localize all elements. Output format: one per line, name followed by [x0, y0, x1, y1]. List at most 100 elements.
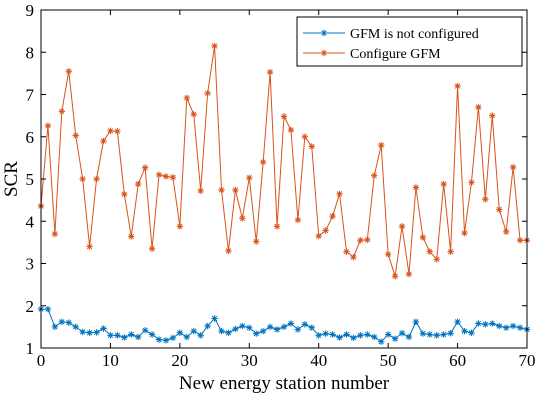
data-point-s0-4 — [65, 319, 72, 326]
data-point-s0-18 — [162, 337, 170, 344]
data-point-s1-63 — [475, 103, 482, 111]
data-point-s0-7 — [86, 329, 93, 336]
data-point-s1-61 — [461, 229, 468, 237]
y-tick-label-1: 2 — [26, 297, 35, 316]
data-point-s0-36 — [287, 320, 295, 327]
data-point-s1-35 — [280, 113, 288, 120]
data-point-s0-68 — [509, 322, 517, 330]
data-point-s0-44 — [343, 331, 350, 338]
data-point-s1-30 — [246, 174, 253, 181]
data-point-s1-66 — [496, 206, 503, 213]
legend-label-1: Configure GFM — [350, 47, 441, 62]
data-point-s0-24 — [204, 322, 211, 330]
data-point-s0-51 — [391, 335, 399, 342]
data-point-s0-38 — [301, 321, 309, 328]
data-point-s0-8 — [93, 329, 100, 336]
data-point-s1-10 — [107, 127, 114, 135]
data-point-s1-46 — [357, 237, 364, 244]
data-point-s0-42 — [329, 331, 336, 338]
data-point-s0-16 — [148, 331, 156, 338]
data-point-s1-9 — [100, 137, 107, 145]
data-point-s0-49 — [378, 338, 385, 345]
data-point-s1-24 — [204, 90, 211, 97]
data-point-s0-33 — [266, 323, 274, 331]
data-point-s1-20 — [176, 223, 184, 230]
data-point-s1-50 — [384, 251, 392, 258]
data-point-s0-29 — [239, 322, 246, 330]
data-point-s1-8 — [93, 175, 100, 183]
data-point-s1-68 — [509, 163, 517, 171]
y-tick-label-3: 4 — [26, 212, 35, 231]
data-point-s0-10 — [107, 332, 114, 339]
data-point-s0-26 — [218, 327, 225, 335]
y-tick-label-5: 6 — [26, 128, 35, 147]
data-point-s1-29 — [239, 215, 246, 222]
data-point-s1-26 — [218, 186, 225, 194]
data-point-s0-45 — [350, 334, 357, 342]
data-point-s1-51 — [391, 272, 399, 280]
data-point-s1-6 — [79, 175, 86, 183]
data-point-s1-32 — [259, 158, 267, 166]
data-point-s1-37 — [294, 216, 302, 224]
data-point-s1-42 — [329, 212, 336, 220]
data-point-s0-34 — [273, 326, 281, 333]
data-point-s0-31 — [253, 330, 260, 337]
data-point-s1-3 — [58, 108, 66, 115]
legend-star-1 — [320, 49, 328, 57]
data-point-s0-46 — [357, 332, 364, 339]
data-point-s1-53 — [405, 270, 413, 278]
data-point-s0-62 — [468, 329, 475, 336]
data-point-s0-66 — [496, 322, 503, 330]
data-point-s1-4 — [65, 68, 72, 75]
data-point-s0-40 — [315, 332, 322, 339]
data-point-s1-64 — [482, 196, 489, 203]
data-point-s1-7 — [86, 243, 93, 250]
x-tick-label-2: 20 — [171, 351, 188, 370]
y-tick-label-0: 1 — [26, 339, 35, 358]
legend-label-0: GFM is not configured — [350, 27, 479, 42]
data-point-s0-20 — [176, 329, 184, 336]
data-point-s0-65 — [489, 320, 496, 327]
data-point-s0-57 — [433, 332, 440, 339]
data-point-s0-48 — [371, 333, 378, 341]
data-point-s0-32 — [259, 327, 267, 335]
data-point-s1-31 — [253, 238, 260, 245]
data-point-s1-45 — [350, 253, 357, 261]
data-point-s0-43 — [336, 334, 343, 341]
y-tick-label-2: 3 — [26, 255, 35, 274]
x-tick-label-4: 40 — [310, 351, 327, 370]
data-point-s1-59 — [447, 248, 454, 255]
data-point-s1-1 — [44, 122, 52, 129]
data-point-s1-17 — [155, 171, 163, 178]
x-tick-label-6: 60 — [449, 351, 466, 370]
data-point-s0-23 — [197, 332, 204, 339]
data-point-s1-16 — [148, 245, 156, 252]
data-point-s0-1 — [44, 305, 52, 313]
data-point-s0-63 — [475, 320, 482, 327]
data-point-s1-21 — [183, 94, 190, 102]
y-tick-label-4: 5 — [26, 170, 35, 189]
data-point-s1-57 — [433, 256, 440, 263]
data-point-s1-47 — [364, 236, 371, 244]
data-point-s0-69 — [516, 324, 524, 331]
data-point-s0-39 — [308, 324, 315, 331]
y-tick-label-6: 7 — [26, 86, 35, 105]
data-point-s0-35 — [280, 323, 288, 331]
data-point-s1-58 — [440, 180, 447, 188]
data-point-s1-12 — [121, 191, 128, 198]
y-tick-label-7: 8 — [26, 43, 35, 62]
data-point-s1-34 — [273, 223, 281, 230]
data-point-s0-56 — [426, 331, 433, 338]
data-point-s1-40 — [315, 232, 322, 240]
data-point-s0-22 — [190, 327, 197, 335]
data-point-s0-41 — [322, 330, 329, 337]
data-point-s0-30 — [246, 324, 253, 331]
data-point-s1-43 — [336, 190, 343, 197]
data-point-s1-49 — [378, 142, 385, 149]
data-point-s1-33 — [266, 68, 274, 76]
data-point-s1-48 — [371, 172, 378, 179]
y-axis-title: SCR — [1, 161, 22, 197]
data-point-s0-64 — [482, 321, 489, 328]
data-point-s1-41 — [322, 227, 329, 234]
